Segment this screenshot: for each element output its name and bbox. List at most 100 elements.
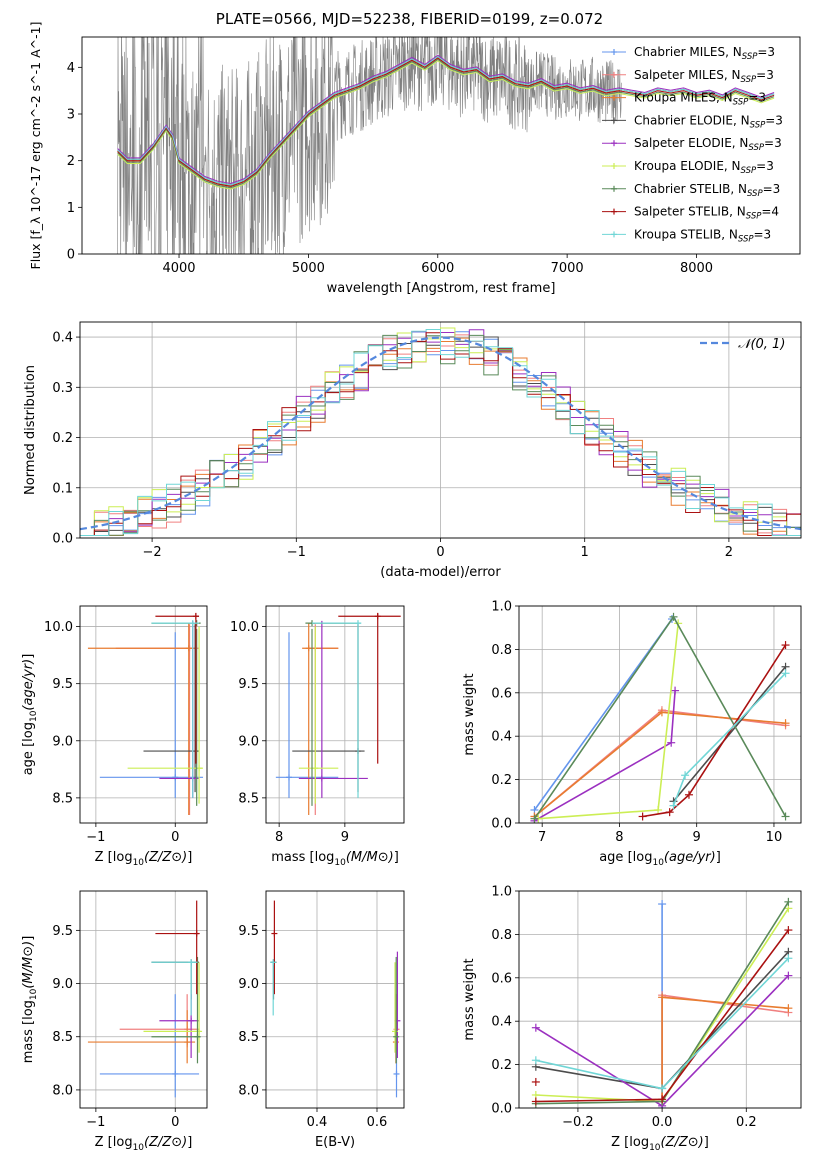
- axes-residuals: −2 −1 0 1 2 0.0 0.1 0.2 0.3 0.4 (data-model)/error…: [23, 321, 802, 580]
- axes-mass_vs_EBV: 0.4 0.6 8.0 8.5 9.0 9.5 E(B-V): [238, 890, 405, 1150]
- histogram-step-5: [80, 327, 801, 536]
- y-tick-label: 0.6: [491, 971, 512, 986]
- label-part: (age/yr): [664, 850, 716, 865]
- y-axis-label: Normed distribution: [23, 365, 38, 495]
- legend-subscript: SSP: [738, 234, 754, 244]
- data-spectrum-line: [117, 37, 622, 254]
- x-axis-label: age [log10(age/yr)]: [599, 850, 721, 868]
- y-tick-label: 0.0: [52, 532, 73, 547]
- legend-text: Salpeter MILES, N: [634, 68, 741, 82]
- axes-frame: [265, 890, 405, 1109]
- errorbar-point-0: [99, 994, 200, 1098]
- axes-frame: [265, 605, 405, 824]
- y-tick-label: 0.4: [52, 331, 73, 346]
- x-tick-label: −2: [143, 545, 162, 560]
- legend-subscript: SSP: [741, 75, 757, 85]
- model-line-5: [117, 60, 775, 190]
- y-tick-label: 9.5: [52, 924, 73, 939]
- x-axis-label: (data-model)/error: [380, 565, 501, 580]
- y-tick-label: 2: [67, 154, 75, 169]
- x-axis-label: Z [log10(Z/Z⊙)]: [95, 1135, 193, 1153]
- legend-text: Kroupa STELIB, N: [634, 227, 738, 241]
- label-part: (Z/Z⊙): [661, 1135, 704, 1150]
- y-tick-label: 8.0: [238, 1083, 259, 1098]
- y-tick-label: 1.0: [491, 600, 512, 615]
- errorbar-point-7: [271, 900, 278, 995]
- x-tick-label: 0: [436, 545, 444, 560]
- y-tick-label: 0.2: [491, 1058, 512, 1073]
- y-tick-label: 3: [67, 108, 75, 123]
- label-part: ]: [21, 936, 36, 941]
- label-subscript: 10: [334, 858, 346, 868]
- series-7: [531, 926, 793, 1106]
- errorbar-point-1: [308, 624, 339, 816]
- series-line: [534, 690, 676, 822]
- label-part: ]: [21, 654, 36, 659]
- errorbar-point-5: [392, 962, 398, 1053]
- legend-entry: 𝒩(0, 1): [738, 337, 785, 352]
- y-tick-label: 8.5: [52, 1030, 73, 1045]
- y-tick-label: 0.4: [491, 730, 512, 745]
- legend-subscript: SSP: [741, 166, 757, 176]
- legend-text: Chabrier STELIB, N: [634, 182, 747, 196]
- label-part: (M/M⊙): [346, 850, 394, 865]
- axes-frame: [79, 890, 208, 1109]
- legend-tail: =3: [765, 113, 783, 127]
- series-8: [669, 669, 790, 810]
- axes-age_vs_Z: −1 08.59.09.510.0Z [log10(Z/Z⊙)]age [log1…: [21, 605, 208, 868]
- x-axis-label: E(B-V): [315, 1135, 355, 1150]
- normal-curve: [80, 336, 801, 531]
- axes-massweight_vs_Z: −0.2 0.0 0.2 0.0 0.2 0.4 0.6 0.8 1.0 Z [log10(Z/Z…: [462, 885, 802, 1153]
- errorbar-point-8: [312, 620, 362, 798]
- label-part: Z [log: [95, 1135, 133, 1150]
- y-tick-label: 9.5: [238, 677, 259, 692]
- figure-title: PLATE=0566, MJD=52238, FIBERID=0199, z=0…: [215, 10, 604, 28]
- label-part: age [log: [21, 722, 36, 775]
- y-tick-label: 0: [67, 248, 75, 263]
- errorbar-point-0: [275, 632, 339, 798]
- errorbar-point-5: [143, 962, 203, 1053]
- legend-entry: Salpeter MILES, NSSP=3: [634, 68, 774, 85]
- x-axis-label: mass [log10(M/M⊙)]: [271, 850, 399, 868]
- y-tick-label: 1: [67, 201, 75, 216]
- legend-text: Chabrier MILES, N: [634, 45, 742, 59]
- y-tick-label: 0.0: [491, 1102, 512, 1117]
- axes-frame: [518, 890, 802, 1109]
- legend-entry: Chabrier ELODIE, NSSP=3: [634, 113, 783, 130]
- series-line: [533, 618, 673, 811]
- y-axis-label: Flux [f_λ 10^-17 erg cm^-2 s^-1 A^-1]: [28, 22, 43, 270]
- series-3: [669, 662, 790, 806]
- label-part: (Z/Z⊙): [144, 1135, 187, 1150]
- legend-tail: =4: [761, 205, 779, 219]
- x-tick-label: 0.0: [652, 1115, 673, 1130]
- model-line-8: [117, 55, 775, 186]
- y-tick-label: 8.5: [52, 791, 73, 806]
- y-tick-label: 0.2: [52, 431, 73, 446]
- y-tick-label: 10.0: [230, 620, 259, 635]
- label-part: Z [log: [95, 850, 133, 865]
- label-part: mass [log: [21, 1000, 36, 1063]
- errorbar-point-6: [393, 956, 400, 1064]
- legend-tail: =3: [756, 159, 774, 173]
- x-axis-label: wavelength [Angstrom, rest frame]: [327, 281, 556, 296]
- y-axis-label: mass weight: [462, 673, 477, 755]
- x-tick-label: 10: [766, 830, 783, 845]
- legend-entry: Kroupa STELIB, NSSP=3: [634, 227, 771, 244]
- y-tick-label: 9.0: [52, 977, 73, 992]
- x-tick-label: −1: [287, 545, 306, 560]
- y-tick-label: 0.2: [491, 773, 512, 788]
- series-2: [530, 708, 790, 821]
- x-tick-label: 2: [725, 545, 733, 560]
- y-tick-label: 4: [67, 61, 75, 76]
- x-tick-label: 0: [171, 1115, 179, 1130]
- series-6: [530, 612, 790, 823]
- y-tick-label: 0.0: [491, 817, 512, 832]
- x-tick-label: 7: [538, 830, 546, 845]
- errorbar-point-8: [151, 959, 198, 1016]
- plot-area: [87, 612, 204, 816]
- label-part: ]: [704, 1135, 709, 1150]
- legend-subscript: SSP: [748, 143, 764, 153]
- label-part: ]: [394, 850, 399, 865]
- x-tick-label: 0.2: [736, 1115, 757, 1130]
- legend-subscript: SSP: [750, 120, 766, 130]
